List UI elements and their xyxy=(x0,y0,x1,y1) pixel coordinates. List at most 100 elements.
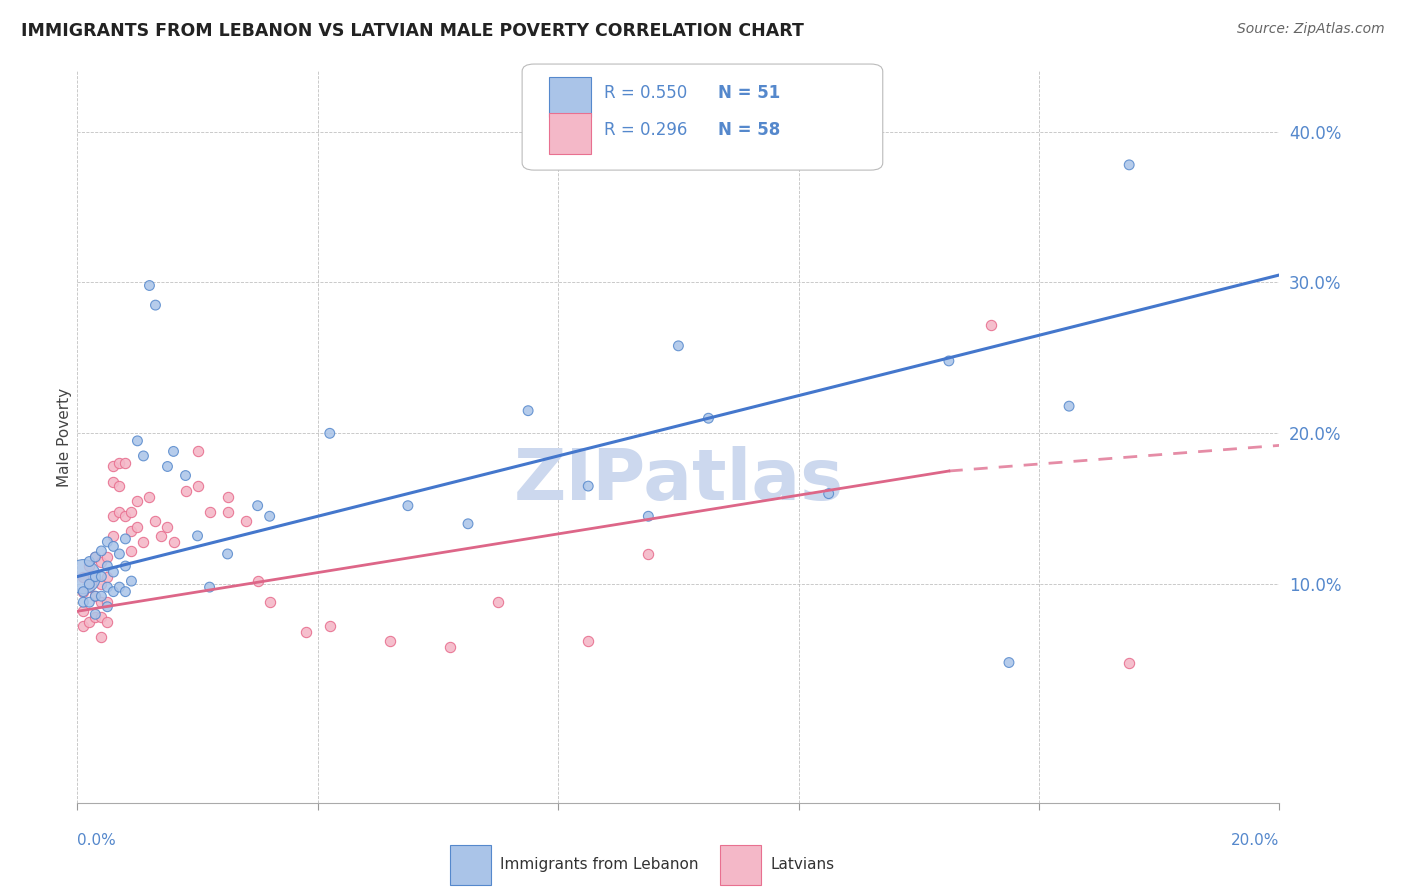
Text: N = 58: N = 58 xyxy=(718,121,780,139)
Point xyxy=(103,459,125,474)
Point xyxy=(79,615,101,629)
Point xyxy=(103,475,125,489)
Point xyxy=(96,595,118,609)
Point xyxy=(217,547,239,561)
Text: Source: ZipAtlas.com: Source: ZipAtlas.com xyxy=(1237,22,1385,37)
Point xyxy=(96,580,118,594)
Point xyxy=(108,479,131,493)
Point xyxy=(217,490,239,504)
Point xyxy=(72,604,94,618)
Point xyxy=(156,459,179,474)
Point xyxy=(576,634,599,648)
Point xyxy=(96,615,118,629)
Text: N = 51: N = 51 xyxy=(718,85,780,103)
Point xyxy=(72,584,94,599)
Point xyxy=(1118,656,1140,670)
Point xyxy=(259,509,281,524)
Point xyxy=(90,544,112,558)
Point xyxy=(90,554,112,568)
Point xyxy=(96,535,118,549)
Point xyxy=(114,559,136,574)
Point xyxy=(72,569,94,583)
Point xyxy=(103,584,125,599)
Point xyxy=(174,468,197,483)
Text: Latvians: Latvians xyxy=(770,857,835,872)
Point xyxy=(84,549,107,564)
Text: R = 0.550: R = 0.550 xyxy=(603,85,688,103)
Point xyxy=(138,490,160,504)
Point xyxy=(186,529,209,543)
Point xyxy=(145,298,167,312)
Point xyxy=(96,599,118,614)
Point xyxy=(217,505,239,519)
Point xyxy=(132,449,155,463)
Point xyxy=(1057,399,1080,413)
Point xyxy=(1118,158,1140,172)
Point xyxy=(162,535,184,549)
Point xyxy=(84,589,107,603)
Point xyxy=(319,426,342,441)
Point xyxy=(457,516,479,531)
Point xyxy=(817,486,839,500)
Point xyxy=(90,630,112,644)
Point xyxy=(938,354,960,368)
Point xyxy=(186,479,209,493)
Point xyxy=(637,547,659,561)
Point xyxy=(90,589,112,603)
Y-axis label: Male Poverty: Male Poverty xyxy=(56,387,72,487)
Point xyxy=(150,529,173,543)
Point xyxy=(84,549,107,564)
Point xyxy=(90,569,112,583)
Point xyxy=(668,339,690,353)
Text: R = 0.296: R = 0.296 xyxy=(603,121,688,139)
Point xyxy=(96,569,118,583)
Point xyxy=(517,403,540,417)
Point xyxy=(103,509,125,524)
Point xyxy=(138,278,160,293)
Text: IMMIGRANTS FROM LEBANON VS LATVIAN MALE POVERTY CORRELATION CHART: IMMIGRANTS FROM LEBANON VS LATVIAN MALE … xyxy=(21,22,804,40)
Point xyxy=(980,318,1002,332)
Point xyxy=(576,479,599,493)
Point xyxy=(637,509,659,524)
Point xyxy=(72,619,94,633)
Point xyxy=(103,565,125,579)
FancyBboxPatch shape xyxy=(720,846,761,886)
Point xyxy=(439,640,461,655)
Point xyxy=(84,569,107,583)
Point xyxy=(396,499,419,513)
Point xyxy=(259,595,281,609)
Point xyxy=(127,494,149,508)
Point xyxy=(114,457,136,471)
Point xyxy=(84,610,107,624)
Point xyxy=(84,589,107,603)
Point xyxy=(79,559,101,574)
FancyBboxPatch shape xyxy=(548,113,591,153)
Point xyxy=(198,505,221,519)
Point xyxy=(72,584,94,599)
Point xyxy=(174,483,197,498)
Point xyxy=(72,595,94,609)
Text: 20.0%: 20.0% xyxy=(1232,833,1279,848)
Point xyxy=(96,549,118,564)
Point xyxy=(486,595,509,609)
Point xyxy=(120,505,142,519)
Point xyxy=(198,580,221,594)
Point xyxy=(120,544,142,558)
Text: Immigrants from Lebanon: Immigrants from Lebanon xyxy=(501,857,699,872)
Text: 0.0%: 0.0% xyxy=(77,833,117,848)
Point xyxy=(90,595,112,609)
Point xyxy=(108,547,131,561)
FancyBboxPatch shape xyxy=(522,64,883,170)
Point xyxy=(319,619,342,633)
Point xyxy=(294,625,316,640)
Point xyxy=(114,509,136,524)
Point xyxy=(108,505,131,519)
Point xyxy=(145,514,167,528)
Point xyxy=(79,595,101,609)
Point xyxy=(156,520,179,534)
Point xyxy=(84,607,107,622)
Point xyxy=(96,559,118,574)
Point xyxy=(103,540,125,554)
Point xyxy=(108,457,131,471)
FancyBboxPatch shape xyxy=(548,77,591,117)
